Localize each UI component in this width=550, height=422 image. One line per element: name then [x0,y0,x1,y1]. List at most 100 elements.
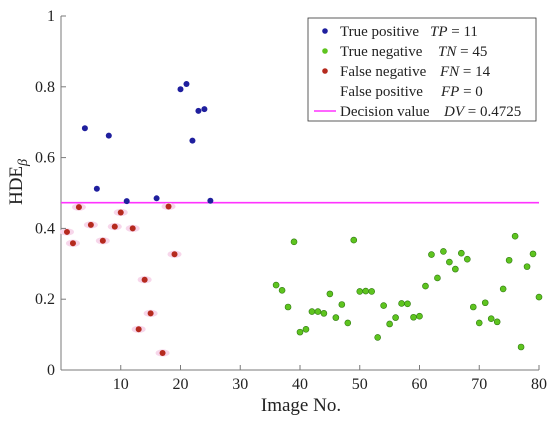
y-tick-label: 0.6 [35,150,55,167]
y-tick-label: 0.2 [35,291,55,308]
true-positive-point [123,198,130,205]
true-positive-point [177,86,184,93]
true-negative-point [368,288,376,295]
true-negative-point [308,308,316,315]
legend-series-name: True positive [340,24,419,40]
true-positive-point [153,195,160,202]
false-negative-point [111,223,118,230]
y-tick-label: 0.4 [35,220,55,237]
y-axis-title-subscript: β [16,159,31,167]
false-negative-point [147,310,154,317]
true-negative-point [463,255,471,263]
legend-true-negative-label: True negative TN = 45 [340,44,487,60]
true-negative-point [398,300,405,307]
true-negative-point [523,263,531,270]
true-negative-point [469,303,477,311]
legend-series-name: True negative [340,44,423,60]
legend-stat-symbol: FP [440,84,459,100]
legend-series-name: False positive [340,84,423,100]
legend-true-positive-marker [322,28,328,34]
true-negative-point [410,313,417,321]
false-negative-point [135,326,142,333]
true-negative-point [392,314,399,321]
true-positive-point [201,106,208,113]
true-positive-point [93,185,100,192]
false-negative-point [129,225,136,232]
true-negative-point [458,249,465,257]
false-negative-point [159,350,166,357]
true-negative-point [422,282,429,290]
legend-series-name: Decision value [340,104,430,120]
legend-box [307,17,537,122]
x-tick-label: 30 [232,376,248,393]
y-tick-label: 0.8 [35,79,55,96]
true-negative-point [350,236,358,244]
legend-stat-symbol: DV [443,104,466,120]
legend-stat-symbol: TP [430,24,448,40]
true-negative-point [302,325,310,333]
true-positive-point [195,107,202,114]
x-tick-label: 20 [173,376,189,393]
true-negative-point [511,232,519,240]
legend: True positive TP = 11 True negative TN = 45… [307,17,537,122]
legend-false-negative-label: False negative FN = 14 [340,64,491,80]
true-negative-point [278,287,286,294]
x-tick-label: 70 [471,376,487,393]
y-axis-title-main: HDE [6,166,27,205]
legend-true-negative-marker [322,48,328,54]
x-tick-label: 60 [412,376,428,393]
true-negative-point [440,248,447,255]
false-negative-point [165,203,172,210]
true-negative-point [386,320,393,328]
true-negative-point [446,258,453,266]
false-negative-point [63,228,70,235]
true-negative-point [481,299,489,307]
false-negative-point [87,221,94,228]
true-negative-point [344,319,352,327]
true-positive-point [105,132,112,139]
true-negative-point [290,238,298,246]
true-negative-point [434,274,441,282]
false-negative-point [75,204,82,211]
x-tick-label: 40 [292,376,308,393]
y-tick-label: 0 [47,362,55,379]
true-positive-point [183,80,190,87]
false-negative-point [117,209,124,216]
legend-stat-value: = 11 [448,24,478,40]
true-negative-point [499,285,507,293]
true-negative-point [326,290,334,298]
legend-series-name: False negative [340,64,427,80]
false-negative-point [141,276,148,283]
legend-false-positive-label: False positive FP = 0 [340,84,483,100]
true-negative-point [428,251,435,258]
true-negative-point [493,318,501,326]
true-positive-point [207,197,214,204]
true-negative-point [338,301,346,308]
y-tick-label: 1 [47,8,55,25]
legend-true-positive-label: True positive TP = 11 [340,24,478,40]
true-negative-point [529,250,537,258]
true-negative-point [416,312,423,320]
true-positive-point [189,137,196,144]
legend-stat-value: = 45 [456,44,487,60]
legend-stat-value: = 14 [459,64,490,80]
true-negative-point [296,328,304,336]
true-negative-point [272,281,280,289]
true-negative-point [487,315,495,322]
false-negative-point [69,240,76,247]
true-negative-point [314,308,322,315]
true-negative-point [362,287,370,295]
true-negative-point [380,302,387,309]
x-axis-title: Image No. [261,395,341,416]
true-negative-point [517,343,525,351]
legend-stat-symbol: TN [438,44,457,60]
false-negative-point [99,237,106,244]
true-negative-point [356,288,364,295]
legend-stat-symbol: FN [439,64,460,80]
legend-stat-value: = 0 [459,84,482,100]
true-negative-point [320,310,328,317]
x-tick-label: 80 [531,376,547,393]
x-tick-label: 50 [352,376,368,393]
true-negative-point [535,293,543,301]
